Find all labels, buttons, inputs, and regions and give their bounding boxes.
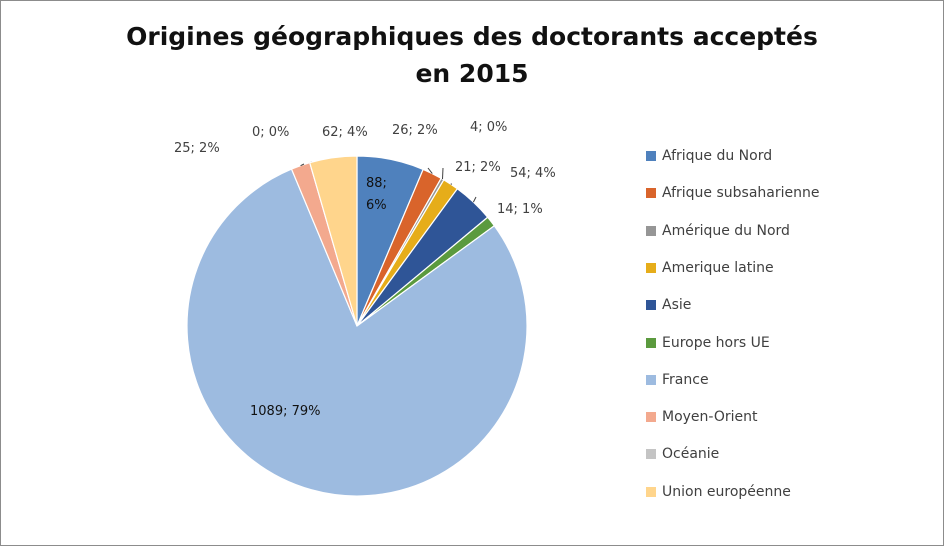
legend-label-france: France (662, 371, 709, 388)
legend-label-afrique-du-nord: Afrique du Nord (662, 148, 773, 164)
leader-line-afrique-subsaharienne (427, 167, 433, 174)
legend-label-europe-hors-ue: Europe hors UE (662, 334, 770, 351)
legend-label-oceanie: Océanie (662, 446, 720, 463)
leader-line-moyen-orient (300, 163, 305, 167)
data-label-afrique-du-nord: 88; 6% (366, 176, 387, 213)
leader-line-asie (472, 196, 477, 203)
data-label-union-europeenne: 62; 4% (322, 125, 368, 140)
legend-swatch-afrique-subsaharienne (646, 188, 656, 199)
legend-label-afrique-subsaharienne: Afrique subsaharienne (662, 185, 820, 202)
data-label-oceanie: 0; 0% (252, 125, 289, 140)
pie-slice-france (186, 168, 528, 497)
chart-title-line-1: Origines géographiques des doctorants ac… (126, 22, 818, 51)
pie-slice-union-europeenne (309, 155, 358, 327)
chart-title-line-2: en 2015 (415, 59, 529, 88)
data-label-europe-hors-ue: 14; 1% (497, 202, 543, 217)
legend-swatch-amerique-latine (646, 262, 656, 273)
data-label-amerique-latine: 21; 2% (455, 160, 501, 175)
legend-swatch-moyen-orient (646, 412, 656, 423)
data-label-asie: 54; 4% (510, 166, 556, 181)
legend-label-asie: Asie (662, 297, 692, 314)
data-label-france: 1089; 79% (250, 404, 321, 419)
legend-swatch-oceanie (646, 449, 656, 460)
legend-label-moyen-orient: Moyen-Orient (662, 409, 758, 426)
legend-label-union-europeenne: Union européenne (662, 483, 791, 500)
legend-label-amerique-du-nord: Amérique du Nord (662, 222, 790, 239)
legend-swatch-asie (646, 300, 656, 311)
legend-swatch-europe-hors-ue (646, 337, 656, 348)
legend-swatch-union-europeenne (646, 486, 656, 497)
chart-title: Origines géographiques des doctorants ac… (0, 18, 944, 92)
data-label-afrique-subsaharienne: 26; 2% (392, 123, 438, 138)
data-label-amerique-du-nord: 4; 0% (470, 120, 507, 135)
legend-label-amerique-latine: Amerique latine (662, 259, 774, 276)
legend-swatch-france (646, 374, 656, 385)
data-label-moyen-orient: 25; 2% (174, 141, 220, 156)
legend-swatch-afrique-du-nord (646, 151, 656, 161)
legend-swatch-amerique-du-nord (646, 225, 656, 236)
